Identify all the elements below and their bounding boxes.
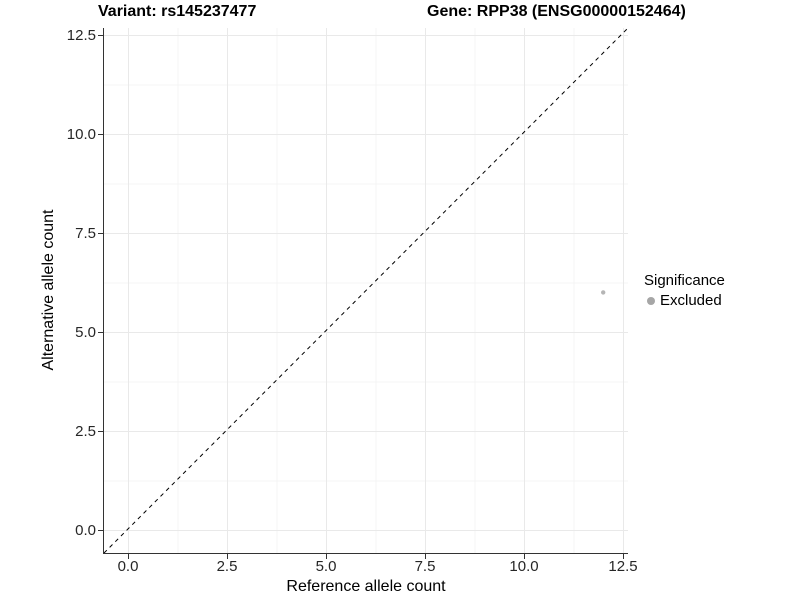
y-tick-label: 0.0 — [75, 522, 96, 539]
legend-title: Significance — [644, 272, 725, 289]
x-tick-label: 2.5 — [217, 558, 238, 575]
x-axis-title: Reference allele count — [286, 578, 446, 595]
y-tick-label: 5.0 — [75, 324, 96, 341]
y-axis-title: Alternative allele count — [40, 209, 57, 371]
x-tick-label: 10.0 — [509, 558, 538, 575]
x-tick-label: 7.5 — [415, 558, 436, 575]
y-tick-label: 7.5 — [75, 225, 96, 242]
x-tick-label: 12.5 — [608, 558, 637, 575]
legend-item-label: Excluded — [660, 292, 722, 309]
legend: Significance Excluded — [644, 272, 725, 310]
y-tick-label: 10.0 — [67, 126, 96, 143]
identity-line — [103, 27, 629, 554]
plot-title-gene: Gene: RPP38 (ENSG00000152464) — [427, 3, 686, 20]
x-tick-label: 0.0 — [118, 558, 139, 575]
y-tick-label: 2.5 — [75, 423, 96, 440]
y-tick-label: 12.5 — [67, 27, 96, 44]
legend-item-excluded: Excluded — [644, 291, 725, 310]
data-point — [601, 290, 606, 295]
x-tick-label: 5.0 — [316, 558, 337, 575]
plot-title-variant: Variant: rs145237477 — [98, 3, 257, 20]
legend-key-dot-icon — [647, 296, 655, 305]
